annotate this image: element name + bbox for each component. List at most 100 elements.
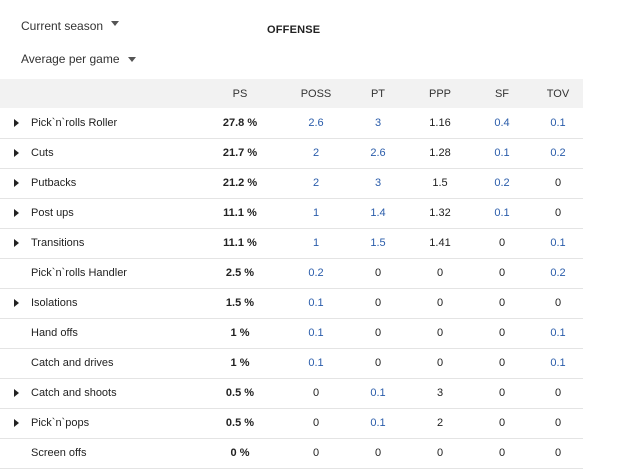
pt-cell: 1.5 [370, 237, 386, 249]
sf-cell: 0.1 [494, 147, 510, 159]
sf-cell: 0 [498, 297, 506, 309]
table-row[interactable]: Pick`n`pops 0.5 % 0 0.1 2 0 0 [0, 408, 583, 438]
ppp-cell: 1.32 [429, 207, 451, 219]
ps-cell: 0.5 % [225, 387, 255, 399]
play-type-cell: Pick`n`pops [0, 408, 195, 438]
ppp-cell: 0 [436, 447, 444, 459]
poss-cell: 0 [312, 417, 320, 429]
pt-cell: 2.6 [370, 147, 386, 159]
poss-cell: 1 [312, 237, 320, 249]
ppp-cell: 0 [436, 267, 444, 279]
play-type-label: Putbacks [31, 177, 77, 189]
section-title: OFFENSE [267, 24, 321, 36]
play-type-label: Pick`n`pops [31, 417, 90, 429]
play-type-table: PS POSS PT PPP SF TOV Pick`n`rolls Rolle… [0, 79, 583, 469]
pt-cell: 0.1 [370, 387, 386, 399]
play-type-label: Pick`n`rolls Handler [31, 267, 127, 279]
header-tov[interactable]: TOV [546, 87, 570, 100]
expand-arrow-icon[interactable] [0, 179, 31, 187]
table-row[interactable]: Cuts 21.7 % 2 2.6 1.28 0.1 0.2 [0, 138, 583, 168]
play-type-label: Transitions [31, 237, 85, 249]
table-row: Pick`n`rolls Handler 2.5 % 0.2 0 0 0 0.2 [0, 258, 583, 288]
poss-cell: 2.6 [308, 116, 324, 129]
ps-cell: 11.1 % [223, 207, 257, 219]
ps-cell: 1.5 % [225, 297, 255, 309]
sf-cell: 0.2 [494, 177, 510, 189]
expand-arrow-icon[interactable] [0, 149, 31, 157]
expand-arrow-icon[interactable] [0, 389, 31, 397]
tov-cell: 0 [554, 447, 562, 459]
pt-cell: 0 [374, 357, 382, 369]
table-row[interactable]: Pick`n`rolls Roller 27.8 % 2.6 3 1.16 0.4 0.1 [0, 108, 583, 138]
table-row[interactable]: Transitions 11.1 % 1 1.5 1.41 0 0.1 [0, 228, 583, 258]
stat-mode-dropdown[interactable]: Average per game [21, 52, 136, 66]
expand-arrow-icon[interactable] [0, 299, 31, 307]
pt-cell: 0 [374, 267, 382, 279]
expand-arrow-icon[interactable] [0, 209, 31, 217]
pt-cell: 0 [374, 297, 382, 309]
play-type-cell: Putbacks [0, 168, 195, 198]
pt-cell: 0 [374, 327, 382, 339]
sf-cell: 0.4 [494, 116, 510, 129]
ppp-cell: 0 [436, 357, 444, 369]
tov-cell: 0.1 [550, 357, 566, 369]
table-row[interactable]: Catch and shoots 0.5 % 0 0.1 3 0 0 [0, 378, 583, 408]
sf-cell: 0.1 [494, 207, 510, 219]
ppp-cell: 1.16 [429, 116, 451, 129]
expand-arrow-icon[interactable] [0, 419, 31, 427]
header-play-type [0, 79, 195, 108]
season-dropdown-label: Current season [21, 19, 104, 33]
tov-cell: 0 [554, 417, 562, 429]
play-type-cell: Pick`n`rolls Roller [0, 108, 195, 138]
header-poss[interactable]: POSS [300, 87, 332, 100]
ps-cell: 1 % [230, 357, 250, 369]
season-dropdown[interactable]: Current season [21, 19, 120, 33]
ps-cell: 21.7 % [222, 147, 258, 159]
play-type-cell: Catch and shoots [0, 378, 195, 408]
tov-cell: 0 [554, 387, 562, 399]
play-type-label: Hand offs [31, 327, 78, 339]
tov-cell: 0 [554, 207, 562, 219]
play-type-cell: Pick`n`rolls Handler [0, 258, 195, 288]
ps-cell: 11.1 % [223, 237, 257, 249]
play-type-label: Catch and drives [31, 357, 114, 369]
play-type-label: Isolations [31, 297, 78, 309]
ppp-cell: 0 [436, 297, 444, 309]
ps-cell: 21.2 % [222, 177, 258, 189]
chevron-down-icon [127, 56, 136, 62]
pt-cell: 0.1 [370, 417, 386, 429]
play-type-cell: Screen offs [0, 438, 195, 468]
ppp-cell: 1.28 [429, 147, 451, 159]
play-type-label: Post ups [31, 207, 74, 219]
play-type-label: Pick`n`rolls Roller [31, 116, 118, 129]
table-row[interactable]: Isolations 1.5 % 0.1 0 0 0 0 [0, 288, 583, 318]
play-type-label: Screen offs [31, 447, 87, 459]
ps-cell: 2.5 % [225, 267, 255, 279]
poss-cell: 0 [312, 447, 320, 459]
header-ppp[interactable]: PPP [428, 87, 451, 100]
table-row[interactable]: Putbacks 21.2 % 2 3 1.5 0.2 0 [0, 168, 583, 198]
ps-cell: 0.5 % [225, 417, 255, 429]
header-ps[interactable]: PS [232, 87, 248, 100]
sf-cell: 0 [498, 447, 506, 459]
ps-cell: 1 % [230, 327, 250, 339]
chevron-down-icon [111, 20, 120, 26]
header-pt[interactable]: PT [370, 87, 386, 100]
tov-cell: 0.1 [550, 116, 566, 129]
table-row: Catch and drives 1 % 0.1 0 0 0 0.1 [0, 348, 583, 378]
ppp-cell: 3 [436, 387, 444, 399]
expand-arrow-icon[interactable] [0, 239, 31, 247]
header-sf[interactable]: SF [494, 87, 510, 100]
play-type-label: Cuts [31, 147, 54, 159]
play-type-cell: Cuts [0, 138, 195, 168]
sf-cell: 0 [498, 357, 506, 369]
tov-cell: 0 [554, 297, 562, 309]
pt-cell: 3 [374, 116, 382, 129]
ppp-cell: 1.41 [429, 237, 451, 249]
pt-cell: 0 [374, 447, 382, 459]
table-row[interactable]: Post ups 11.1 % 1 1.4 1.32 0.1 0 [0, 198, 583, 228]
tov-cell: 0.2 [550, 267, 566, 279]
poss-cell: 1 [312, 207, 320, 219]
expand-arrow-icon[interactable] [0, 118, 31, 127]
poss-cell: 0.1 [308, 327, 324, 339]
